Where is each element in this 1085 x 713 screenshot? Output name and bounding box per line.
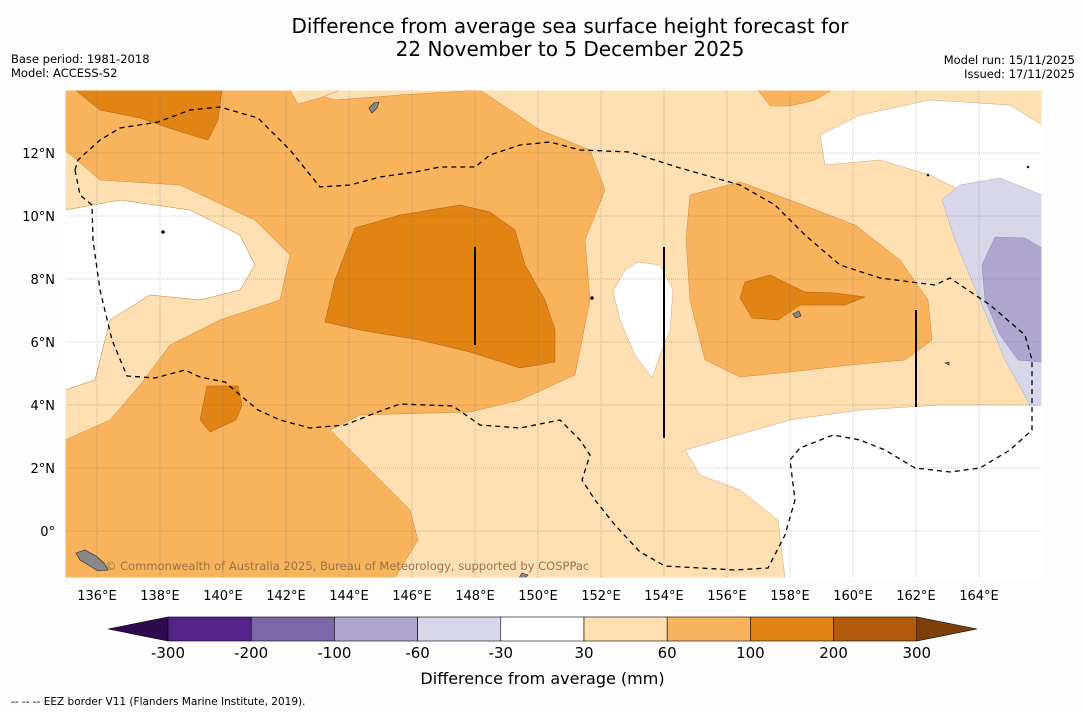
title-line-2: 22 November to 5 December 2025 <box>395 37 745 61</box>
colorbar-tick-label: 60 <box>658 644 677 662</box>
island-dot-4 <box>1026 165 1030 169</box>
colorbar-tick-label: 30 <box>574 644 593 662</box>
field-100-200-nw <box>74 90 223 141</box>
island-small-2 <box>944 361 950 366</box>
map-area: © Commonwealth of Australia 2025, Bureau… <box>65 90 1042 578</box>
field-100-200-small <box>199 385 243 433</box>
longitude-label: 160°E <box>833 589 873 604</box>
map-frame <box>64 89 1043 579</box>
longitude-label: 162°E <box>896 589 936 604</box>
longitude-label: 150°E <box>518 589 558 604</box>
longitude-label: 136°E <box>77 589 117 604</box>
model-run: Model run: 15/11/2025 <box>943 53 1075 67</box>
colorbar-segment <box>833 616 918 642</box>
longitude-label: 152°E <box>581 589 621 604</box>
colorbar-segment <box>750 616 834 642</box>
colorbar-tick-label: -100 <box>317 644 351 662</box>
island-small-1 <box>792 310 802 319</box>
colorbar-segment <box>500 616 585 642</box>
island-north <box>368 101 380 114</box>
latitude-label: 8°N <box>31 273 56 288</box>
longitude-label: 156°E <box>707 589 747 604</box>
longitude-label: 164°E <box>959 589 999 604</box>
colorbar-tick-label: -200 <box>234 644 268 662</box>
latitude-label: 10°N <box>22 210 55 225</box>
model-name: Model: ACCESS-S2 <box>11 66 118 80</box>
field-60-100-east <box>685 181 933 378</box>
colorbar-segment <box>334 616 418 642</box>
longitude-label: 158°E <box>770 589 810 604</box>
field-neg-60-100 <box>981 236 1042 363</box>
colorbar-over-arrow <box>916 616 978 642</box>
eez-border <box>74 106 1033 571</box>
longitude-label: 140°E <box>203 589 243 604</box>
footnote: -- -- -- EEZ border V11 (Flanders Marine… <box>11 696 306 708</box>
latitude-label: 0° <box>40 525 55 540</box>
title-line-1: Difference from average sea surface heig… <box>291 14 849 38</box>
longitude-labels: 136°E 138°E 140°E 142°E 144°E 146°E 148°E 150°E… <box>77 589 999 604</box>
graticule <box>65 90 1042 578</box>
longitude-label: 142°E <box>266 589 306 604</box>
field-100-200-east <box>739 274 866 321</box>
island-small-3 <box>518 572 529 578</box>
colorbar-label: Difference from average (mm) <box>420 669 665 688</box>
field-30-60-north <box>289 90 341 105</box>
island-dot-2 <box>590 296 594 300</box>
longitude-label: 146°E <box>392 589 432 604</box>
map-title: Difference from average sea surface heig… <box>0 15 1085 61</box>
colorbar-segment <box>417 616 502 642</box>
watermark: © Commonwealth of Australia 2025, Bureau… <box>105 559 589 573</box>
island-png <box>75 549 109 572</box>
latitude-label: 4°N <box>31 399 56 414</box>
island-dot-3 <box>926 173 930 177</box>
longitude-label: 138°E <box>140 589 180 604</box>
field-60-100-ne <box>757 90 833 107</box>
latitude-labels: 0° 2°N 4°N 6°N 8°N 10°N 12°N <box>22 147 55 540</box>
issued-date: Issued: 17/11/2025 <box>964 67 1075 81</box>
latitude-label: 2°N <box>31 462 56 477</box>
longitude-label: 154°E <box>644 589 684 604</box>
latitude-label: 6°N <box>31 336 56 351</box>
field-neutral-center <box>612 261 674 379</box>
longitude-label: 144°E <box>329 589 369 604</box>
longitude-label: 148°E <box>455 589 495 604</box>
colorbar-segment <box>666 616 751 642</box>
colorbar-tick-label: 300 <box>902 644 931 662</box>
island-dot-1 <box>161 230 165 234</box>
colorbar-tick-label: 100 <box>736 644 765 662</box>
field-30-60-west <box>65 149 291 441</box>
colorbar-tick-label: -30 <box>489 644 514 662</box>
colorbar-segment <box>167 616 252 642</box>
meta-left: Base period: 1981-2018 Model: ACCESS-S2 <box>11 52 150 80</box>
meta-right: Model run: 15/11/2025 Issued: 17/11/2025 <box>944 53 1075 81</box>
colorbar: -300 -200 -100 -60 -30 30 60 100 200 300 <box>107 616 978 662</box>
colorbar-tick-label: -60 <box>405 644 430 662</box>
islands <box>75 101 1030 578</box>
colorbar-segment <box>250 616 335 642</box>
colorbar-segment <box>583 616 668 642</box>
colorbar-tick-label: 200 <box>819 644 848 662</box>
colorbar-under-arrow <box>107 616 169 642</box>
base-period: Base period: 1981-2018 <box>11 52 150 66</box>
colorbar-tick-label: -300 <box>151 644 185 662</box>
latitude-label: 12°N <box>22 147 55 162</box>
field-neutral-south <box>684 404 1042 578</box>
